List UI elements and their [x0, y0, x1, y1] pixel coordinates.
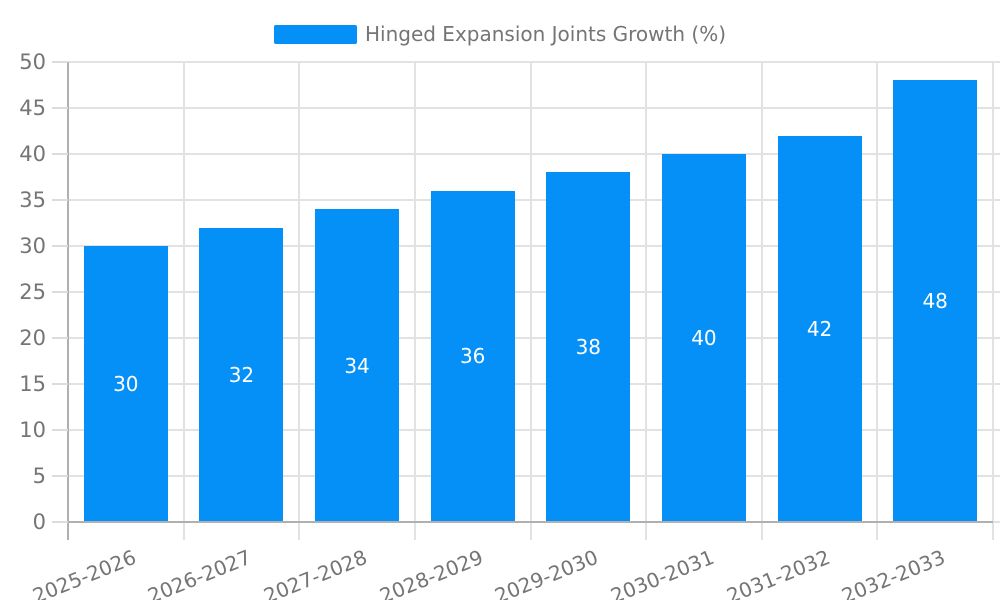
x-axis-label: 2026-2027 — [144, 544, 255, 600]
bar-value-label: 36 — [459, 344, 486, 369]
x-gridline — [992, 62, 994, 540]
y-axis-tick-right — [993, 61, 1000, 63]
bar-value-label: 42 — [806, 316, 833, 341]
x-gridline — [413, 62, 416, 540]
x-axis-label: 2031-2032 — [722, 544, 833, 600]
bar-value-label: 30 — [113, 372, 139, 396]
bar[interactable] — [777, 135, 862, 522]
y-axis-label: 10 — [19, 418, 46, 442]
y-axis-tick-right — [993, 153, 1000, 155]
y-axis-label: 50 — [19, 50, 46, 74]
y-axis-tick-right — [993, 521, 1000, 523]
y-axis-label: 30 — [19, 234, 46, 258]
bar-value-label: 40 — [691, 326, 717, 350]
y-axis-label: 35 — [19, 188, 46, 212]
y-axis-tick — [52, 521, 68, 523]
x-gridline — [760, 62, 763, 540]
x-axis-label: 2029-2030 — [491, 544, 602, 600]
x-axis-label: 2025-2026 — [29, 544, 140, 600]
bar-value-label: 48 — [922, 289, 948, 314]
y-axis-label: 15 — [19, 372, 46, 396]
x-axis-label: 2028-2029 — [375, 544, 487, 600]
y-axis-line — [67, 62, 69, 540]
y-axis-tick — [52, 245, 68, 247]
x-gridline — [529, 62, 532, 540]
y-axis-tick — [52, 475, 68, 477]
y-axis-tick — [52, 337, 68, 339]
y-axis-label: 40 — [19, 142, 46, 166]
y-axis-label: 25 — [19, 280, 46, 304]
bar-value-label: 34 — [344, 353, 370, 378]
legend-item[interactable]: Hinged Expansion Joints Growth (%) — [0, 22, 1000, 46]
bar[interactable] — [893, 80, 978, 522]
y-gridline — [68, 521, 993, 523]
x-axis-label: 2030-2031 — [607, 544, 718, 600]
legend-swatch-icon — [273, 24, 357, 44]
y-axis-tick-right — [993, 199, 1000, 201]
bar[interactable] — [661, 154, 746, 522]
bar[interactable] — [199, 227, 284, 522]
bar-value-label: 38 — [575, 335, 602, 360]
y-axis-tick-right — [993, 429, 1000, 431]
y-axis-tick-right — [993, 245, 1000, 247]
y-axis-label: 5 — [32, 464, 46, 488]
y-axis-label: 45 — [19, 96, 46, 120]
y-axis-tick — [52, 429, 68, 431]
y-axis-tick-right — [993, 291, 1000, 293]
y-axis-tick-right — [993, 337, 1000, 339]
y-axis-label: 20 — [19, 326, 46, 350]
legend-label: Hinged Expansion Joints Growth (%) — [364, 22, 726, 46]
bar[interactable] — [430, 190, 515, 522]
y-axis-label: 0 — [32, 510, 46, 534]
y-axis-tick-right — [993, 107, 1000, 109]
y-axis-tick — [52, 153, 68, 155]
x-gridline — [876, 62, 879, 540]
y-axis-tick — [52, 291, 68, 293]
x-gridline — [298, 62, 301, 540]
y-axis-tick — [52, 107, 68, 109]
x-axis-label: 2027-2028 — [260, 544, 371, 600]
y-axis-tick — [52, 199, 68, 201]
x-gridline — [645, 62, 648, 540]
y-axis-tick — [52, 383, 68, 385]
y-axis-tick — [52, 61, 68, 63]
y-axis-tick-right — [993, 475, 1000, 477]
y-axis-tick-right — [993, 383, 1000, 385]
bar-value-label: 32 — [228, 362, 255, 387]
bar[interactable] — [546, 172, 631, 522]
bar[interactable] — [83, 246, 168, 522]
x-axis-label: 2032-2033 — [838, 544, 949, 600]
x-gridline — [182, 62, 185, 540]
bar[interactable] — [315, 209, 400, 522]
